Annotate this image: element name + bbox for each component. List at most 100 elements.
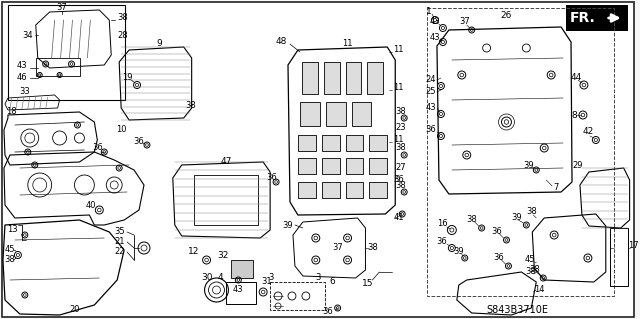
Text: 36: 36 bbox=[134, 137, 145, 145]
Text: 25: 25 bbox=[426, 87, 436, 97]
Text: 38: 38 bbox=[529, 265, 540, 275]
Text: 27: 27 bbox=[396, 164, 406, 173]
Text: 31: 31 bbox=[261, 278, 271, 286]
Text: 43: 43 bbox=[233, 286, 244, 294]
Bar bbox=[351, 102, 371, 126]
Text: 14: 14 bbox=[534, 286, 545, 294]
Text: S843B3710E: S843B3710E bbox=[486, 305, 548, 315]
Bar bbox=[8, 5, 125, 100]
Text: 36: 36 bbox=[266, 174, 277, 182]
Text: 35: 35 bbox=[114, 227, 125, 236]
Bar bbox=[270, 282, 324, 310]
Text: 36: 36 bbox=[426, 125, 436, 135]
Text: 3: 3 bbox=[315, 273, 321, 283]
Text: 43: 43 bbox=[429, 18, 440, 26]
Text: 36: 36 bbox=[323, 308, 333, 316]
Text: 45: 45 bbox=[525, 256, 536, 264]
Bar bbox=[346, 182, 364, 198]
Bar bbox=[232, 260, 253, 278]
Bar bbox=[369, 158, 387, 174]
Text: 29: 29 bbox=[573, 161, 583, 170]
Text: 24: 24 bbox=[426, 76, 436, 85]
Text: 7: 7 bbox=[554, 183, 559, 192]
Text: 39: 39 bbox=[523, 160, 534, 169]
Text: 3: 3 bbox=[268, 273, 274, 283]
Text: 30: 30 bbox=[201, 273, 212, 283]
Text: 38: 38 bbox=[526, 207, 537, 217]
Text: 18: 18 bbox=[6, 108, 17, 116]
Text: 11: 11 bbox=[342, 40, 353, 48]
Text: 38: 38 bbox=[525, 268, 536, 277]
Bar bbox=[322, 182, 340, 198]
Text: 48: 48 bbox=[275, 38, 287, 47]
Text: 37: 37 bbox=[460, 18, 470, 26]
Text: 11: 11 bbox=[393, 84, 404, 93]
Bar bbox=[322, 135, 340, 151]
Bar bbox=[369, 135, 387, 151]
Bar bbox=[610, 228, 628, 286]
Text: 23: 23 bbox=[396, 123, 406, 132]
Text: 44: 44 bbox=[570, 73, 582, 83]
Text: 39: 39 bbox=[454, 248, 464, 256]
Text: 8: 8 bbox=[571, 110, 577, 120]
Text: 38: 38 bbox=[367, 243, 378, 253]
Bar bbox=[566, 5, 628, 31]
Text: 39: 39 bbox=[511, 213, 522, 222]
Text: 26: 26 bbox=[500, 11, 512, 19]
Text: 20: 20 bbox=[69, 306, 80, 315]
Text: 9: 9 bbox=[156, 40, 162, 48]
Text: 42: 42 bbox=[582, 128, 593, 137]
Text: 43: 43 bbox=[17, 61, 27, 70]
Text: 22: 22 bbox=[114, 248, 124, 256]
Text: 40: 40 bbox=[86, 202, 97, 211]
Text: 11: 11 bbox=[393, 136, 404, 145]
Text: 34: 34 bbox=[22, 31, 33, 40]
Text: 32: 32 bbox=[218, 251, 229, 261]
Text: 17: 17 bbox=[628, 241, 638, 249]
Text: 10: 10 bbox=[116, 125, 127, 135]
Text: 37: 37 bbox=[332, 243, 343, 253]
Bar bbox=[346, 158, 364, 174]
Bar bbox=[322, 158, 340, 174]
Bar bbox=[298, 135, 316, 151]
Text: 28: 28 bbox=[117, 31, 128, 40]
Bar bbox=[427, 8, 614, 296]
Text: 38: 38 bbox=[117, 13, 128, 23]
Text: 38: 38 bbox=[4, 256, 15, 264]
Bar bbox=[302, 62, 318, 94]
Bar bbox=[36, 58, 81, 76]
Bar bbox=[326, 102, 346, 126]
Text: 21: 21 bbox=[114, 238, 124, 247]
Bar bbox=[369, 182, 387, 198]
Text: 16: 16 bbox=[436, 219, 447, 228]
Text: 36: 36 bbox=[393, 175, 404, 184]
Text: 36: 36 bbox=[493, 254, 504, 263]
Text: 43: 43 bbox=[426, 103, 436, 113]
Text: 38: 38 bbox=[396, 108, 406, 116]
Text: 41: 41 bbox=[393, 213, 404, 222]
Text: 13: 13 bbox=[6, 226, 17, 234]
Text: 36: 36 bbox=[436, 238, 447, 247]
Text: 38: 38 bbox=[396, 181, 406, 189]
Text: 45: 45 bbox=[4, 246, 15, 255]
Text: FR.: FR. bbox=[570, 11, 596, 25]
Bar bbox=[346, 62, 362, 94]
Text: 11: 11 bbox=[393, 46, 404, 55]
Bar bbox=[194, 175, 258, 225]
Text: 1: 1 bbox=[426, 8, 432, 17]
Text: 46: 46 bbox=[17, 73, 27, 83]
Text: 43: 43 bbox=[429, 33, 440, 42]
Bar bbox=[227, 282, 256, 304]
Text: 15: 15 bbox=[362, 278, 373, 287]
Text: 4: 4 bbox=[218, 273, 223, 283]
Text: 37: 37 bbox=[56, 4, 67, 12]
Text: 39: 39 bbox=[283, 220, 293, 229]
Bar bbox=[298, 158, 316, 174]
Text: 36: 36 bbox=[491, 227, 502, 236]
Text: 33: 33 bbox=[19, 87, 30, 97]
Text: 47: 47 bbox=[221, 158, 232, 167]
Bar bbox=[346, 135, 364, 151]
Text: 38: 38 bbox=[467, 216, 477, 225]
Text: 38: 38 bbox=[396, 144, 406, 152]
Text: 12: 12 bbox=[188, 248, 199, 256]
